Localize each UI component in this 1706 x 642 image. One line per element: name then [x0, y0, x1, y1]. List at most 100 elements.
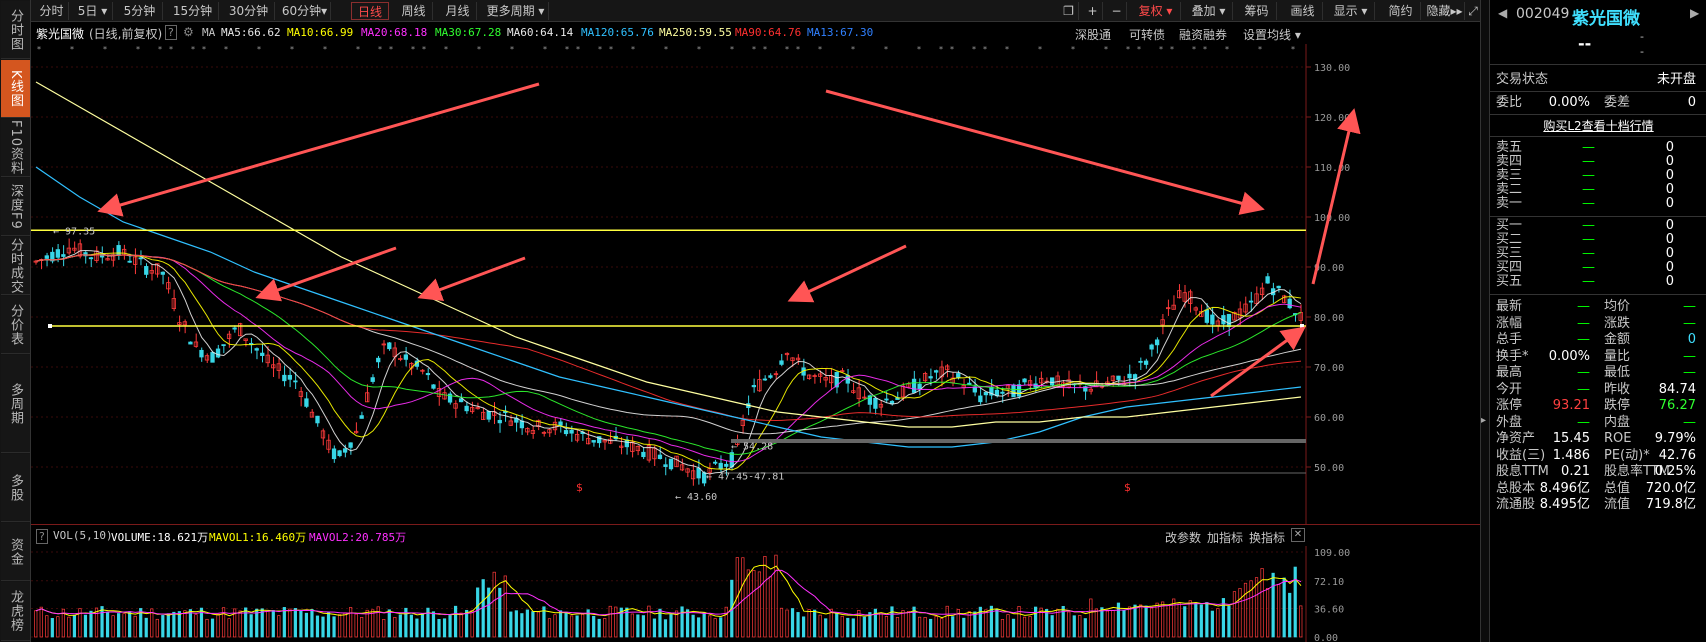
- period-more-label: 更多周期: [486, 4, 535, 18]
- period-15min[interactable]: 15分钟: [167, 2, 219, 20]
- buy-row[interactable]: 买五 — 0: [1496, 274, 1700, 290]
- change-params-link[interactable]: 改参数: [1165, 531, 1202, 545]
- buy-row[interactable]: 买三 — 0: [1496, 246, 1700, 262]
- event-star-icon: *: [917, 45, 921, 54]
- draw-button[interactable]: 画线: [1283, 2, 1323, 20]
- hk-connect-link[interactable]: 深股通: [1075, 28, 1112, 42]
- candle-body: [558, 421, 563, 426]
- stock-name: 紫光国微: [1572, 9, 1640, 29]
- period-more[interactable]: 更多周期 ▾: [483, 2, 549, 20]
- window-icon[interactable]: ❐: [1059, 2, 1079, 20]
- zoom-out-icon[interactable]: −: [1107, 2, 1127, 20]
- settings-icon[interactable]: ⚙: [183, 25, 194, 39]
- zoom-in-icon[interactable]: +: [1083, 2, 1103, 20]
- stat-row[interactable]: 净资产 15.45 ROE 9.79%: [1496, 431, 1700, 447]
- volume-bar: [1216, 608, 1220, 638]
- sidebar-item-ticks[interactable]: 分时成交: [1, 237, 30, 295]
- candle-body: [922, 372, 928, 382]
- sell-row[interactable]: 卖一 — 0: [1496, 196, 1700, 212]
- period-30min[interactable]: 30分钟: [223, 2, 275, 20]
- sell-row[interactable]: 卖二 — 0: [1496, 182, 1700, 198]
- candle-body: [519, 420, 525, 429]
- stat-row[interactable]: 最高 — 最低 —: [1496, 365, 1700, 381]
- add-indicator-link[interactable]: 加指标: [1207, 531, 1244, 545]
- period-timeshare[interactable]: 分时: [35, 2, 69, 20]
- sell-row[interactable]: 卖三 — 0: [1496, 168, 1700, 184]
- sidebar-item-dragon-tiger[interactable]: 龙虎榜: [1, 582, 30, 641]
- candle-body: [1254, 293, 1259, 305]
- panel-splitter[interactable]: ▸: [1480, 0, 1489, 642]
- candle-body: [1132, 374, 1138, 381]
- volume-bar: [680, 606, 684, 638]
- overlay-dropdown[interactable]: 叠加 ▾: [1185, 2, 1233, 20]
- chips-button[interactable]: 筹码: [1237, 2, 1277, 20]
- event-star-icon: *: [730, 45, 734, 54]
- help-icon[interactable]: ?: [165, 25, 177, 40]
- buy-row[interactable]: 买二 — 0: [1496, 232, 1700, 248]
- help-icon[interactable]: ?: [36, 529, 48, 544]
- period-monthly[interactable]: 月线: [439, 2, 477, 20]
- stat-label: 最低: [1604, 365, 1631, 380]
- event-star-icon: *: [851, 45, 855, 54]
- sell-row[interactable]: 卖四 — 0: [1496, 154, 1700, 170]
- stat-row[interactable]: 股息TTM 0.21 股息率TTM 0.25%: [1496, 464, 1700, 480]
- volume-chart[interactable]: 109.00 72.10 36.60 0.00: [31, 546, 1480, 642]
- stat-row[interactable]: 外盘 — 内盘 —: [1496, 415, 1700, 431]
- next-stock-icon[interactable]: ▶: [1690, 6, 1700, 20]
- ma10-value: MA10:66.99: [287, 26, 354, 39]
- period-weekly[interactable]: 周线: [395, 2, 433, 20]
- ma-settings-link[interactable]: 设置均线 ▾: [1243, 28, 1301, 42]
- sidebar-item-f10[interactable]: F10资料: [1, 119, 30, 177]
- stat-row[interactable]: 总手 — 金额 0: [1496, 332, 1700, 348]
- sidebar-item-timeshare[interactable]: 分时图: [1, 1, 30, 59]
- close-icon[interactable]: ✕: [1291, 528, 1305, 542]
- sidebar-item-depth[interactable]: 深度F9: [1, 178, 30, 236]
- simple-button[interactable]: 简约: [1381, 2, 1421, 20]
- volume-bar: [398, 614, 402, 638]
- stat-row[interactable]: 最新 — 均价 —: [1496, 299, 1700, 315]
- prev-stock-icon[interactable]: ◀: [1498, 6, 1508, 20]
- display-dropdown[interactable]: 显示 ▾: [1327, 2, 1375, 20]
- stat-row[interactable]: 涨停 93.21 跌停 76.27: [1496, 398, 1700, 414]
- convertible-link[interactable]: 可转债: [1129, 28, 1166, 42]
- stat-row[interactable]: 收益(三) 1.486 PE(动)* 42.76: [1496, 448, 1700, 464]
- candle-body: [602, 439, 607, 443]
- stat-row[interactable]: 涨幅 — 涨跌 —: [1496, 316, 1700, 332]
- buy-row[interactable]: 买一 — 0: [1496, 218, 1700, 234]
- period-daily[interactable]: 日线: [351, 2, 389, 20]
- switch-indicator-link[interactable]: 换指标: [1249, 531, 1286, 545]
- buy-row[interactable]: 买四 — 0: [1496, 260, 1700, 276]
- stat-row[interactable]: 今开 — 昨收 84.74: [1496, 382, 1700, 398]
- stat-row[interactable]: 总股本 8.496亿 总值 720.0亿: [1496, 481, 1700, 497]
- fullscreen-icon[interactable]: ⤢: [1468, 4, 1478, 18]
- volume-bar: [50, 618, 54, 638]
- candle-body: [911, 378, 917, 393]
- sidebar-item-multi-period[interactable]: 多周期: [1, 355, 30, 453]
- candle-body: [166, 282, 171, 290]
- y-tick-label: 120.00: [1314, 113, 1350, 124]
- sidebar-item-kline[interactable]: K线图: [1, 60, 30, 118]
- volume-bar: [233, 608, 237, 638]
- sidebar-item-multi-stock[interactable]: 多股: [1, 454, 30, 522]
- period-60min[interactable]: 60分钟▾: [279, 2, 331, 20]
- volume-bar: [150, 608, 154, 638]
- stat-row[interactable]: 流通股 8.495亿 流值 719.8亿: [1496, 497, 1700, 513]
- l2-upgrade-link[interactable]: 购买L2查看十档行情: [1543, 119, 1654, 133]
- margin-link[interactable]: 融资融券: [1179, 28, 1228, 42]
- candle-body: [867, 395, 873, 405]
- kline-chart[interactable]: 130.00 120.00 110.00 100.00 90.00 80.00 70.00 6…: [31, 44, 1480, 524]
- adjust-dropdown[interactable]: 复权 ▾: [1131, 2, 1181, 20]
- hide-button[interactable]: 隐藏▸▸: [1425, 2, 1465, 20]
- sell-row[interactable]: 卖五 — 0: [1496, 140, 1700, 156]
- volume-bar: [824, 618, 828, 638]
- event-star-icon: *: [510, 45, 514, 54]
- candle-body: [155, 263, 160, 275]
- volume-bar: [45, 615, 49, 638]
- stat-row[interactable]: 换手* 0.00% 量比 —: [1496, 349, 1700, 365]
- candle-body: [376, 357, 381, 363]
- volume-bar: [310, 609, 314, 638]
- period-5min[interactable]: 5分钟: [117, 2, 163, 20]
- sidebar-item-price-table[interactable]: 分价表: [1, 296, 30, 354]
- period-5day[interactable]: 5日 ▾: [73, 2, 113, 20]
- sidebar-item-funds[interactable]: 资金: [1, 523, 30, 581]
